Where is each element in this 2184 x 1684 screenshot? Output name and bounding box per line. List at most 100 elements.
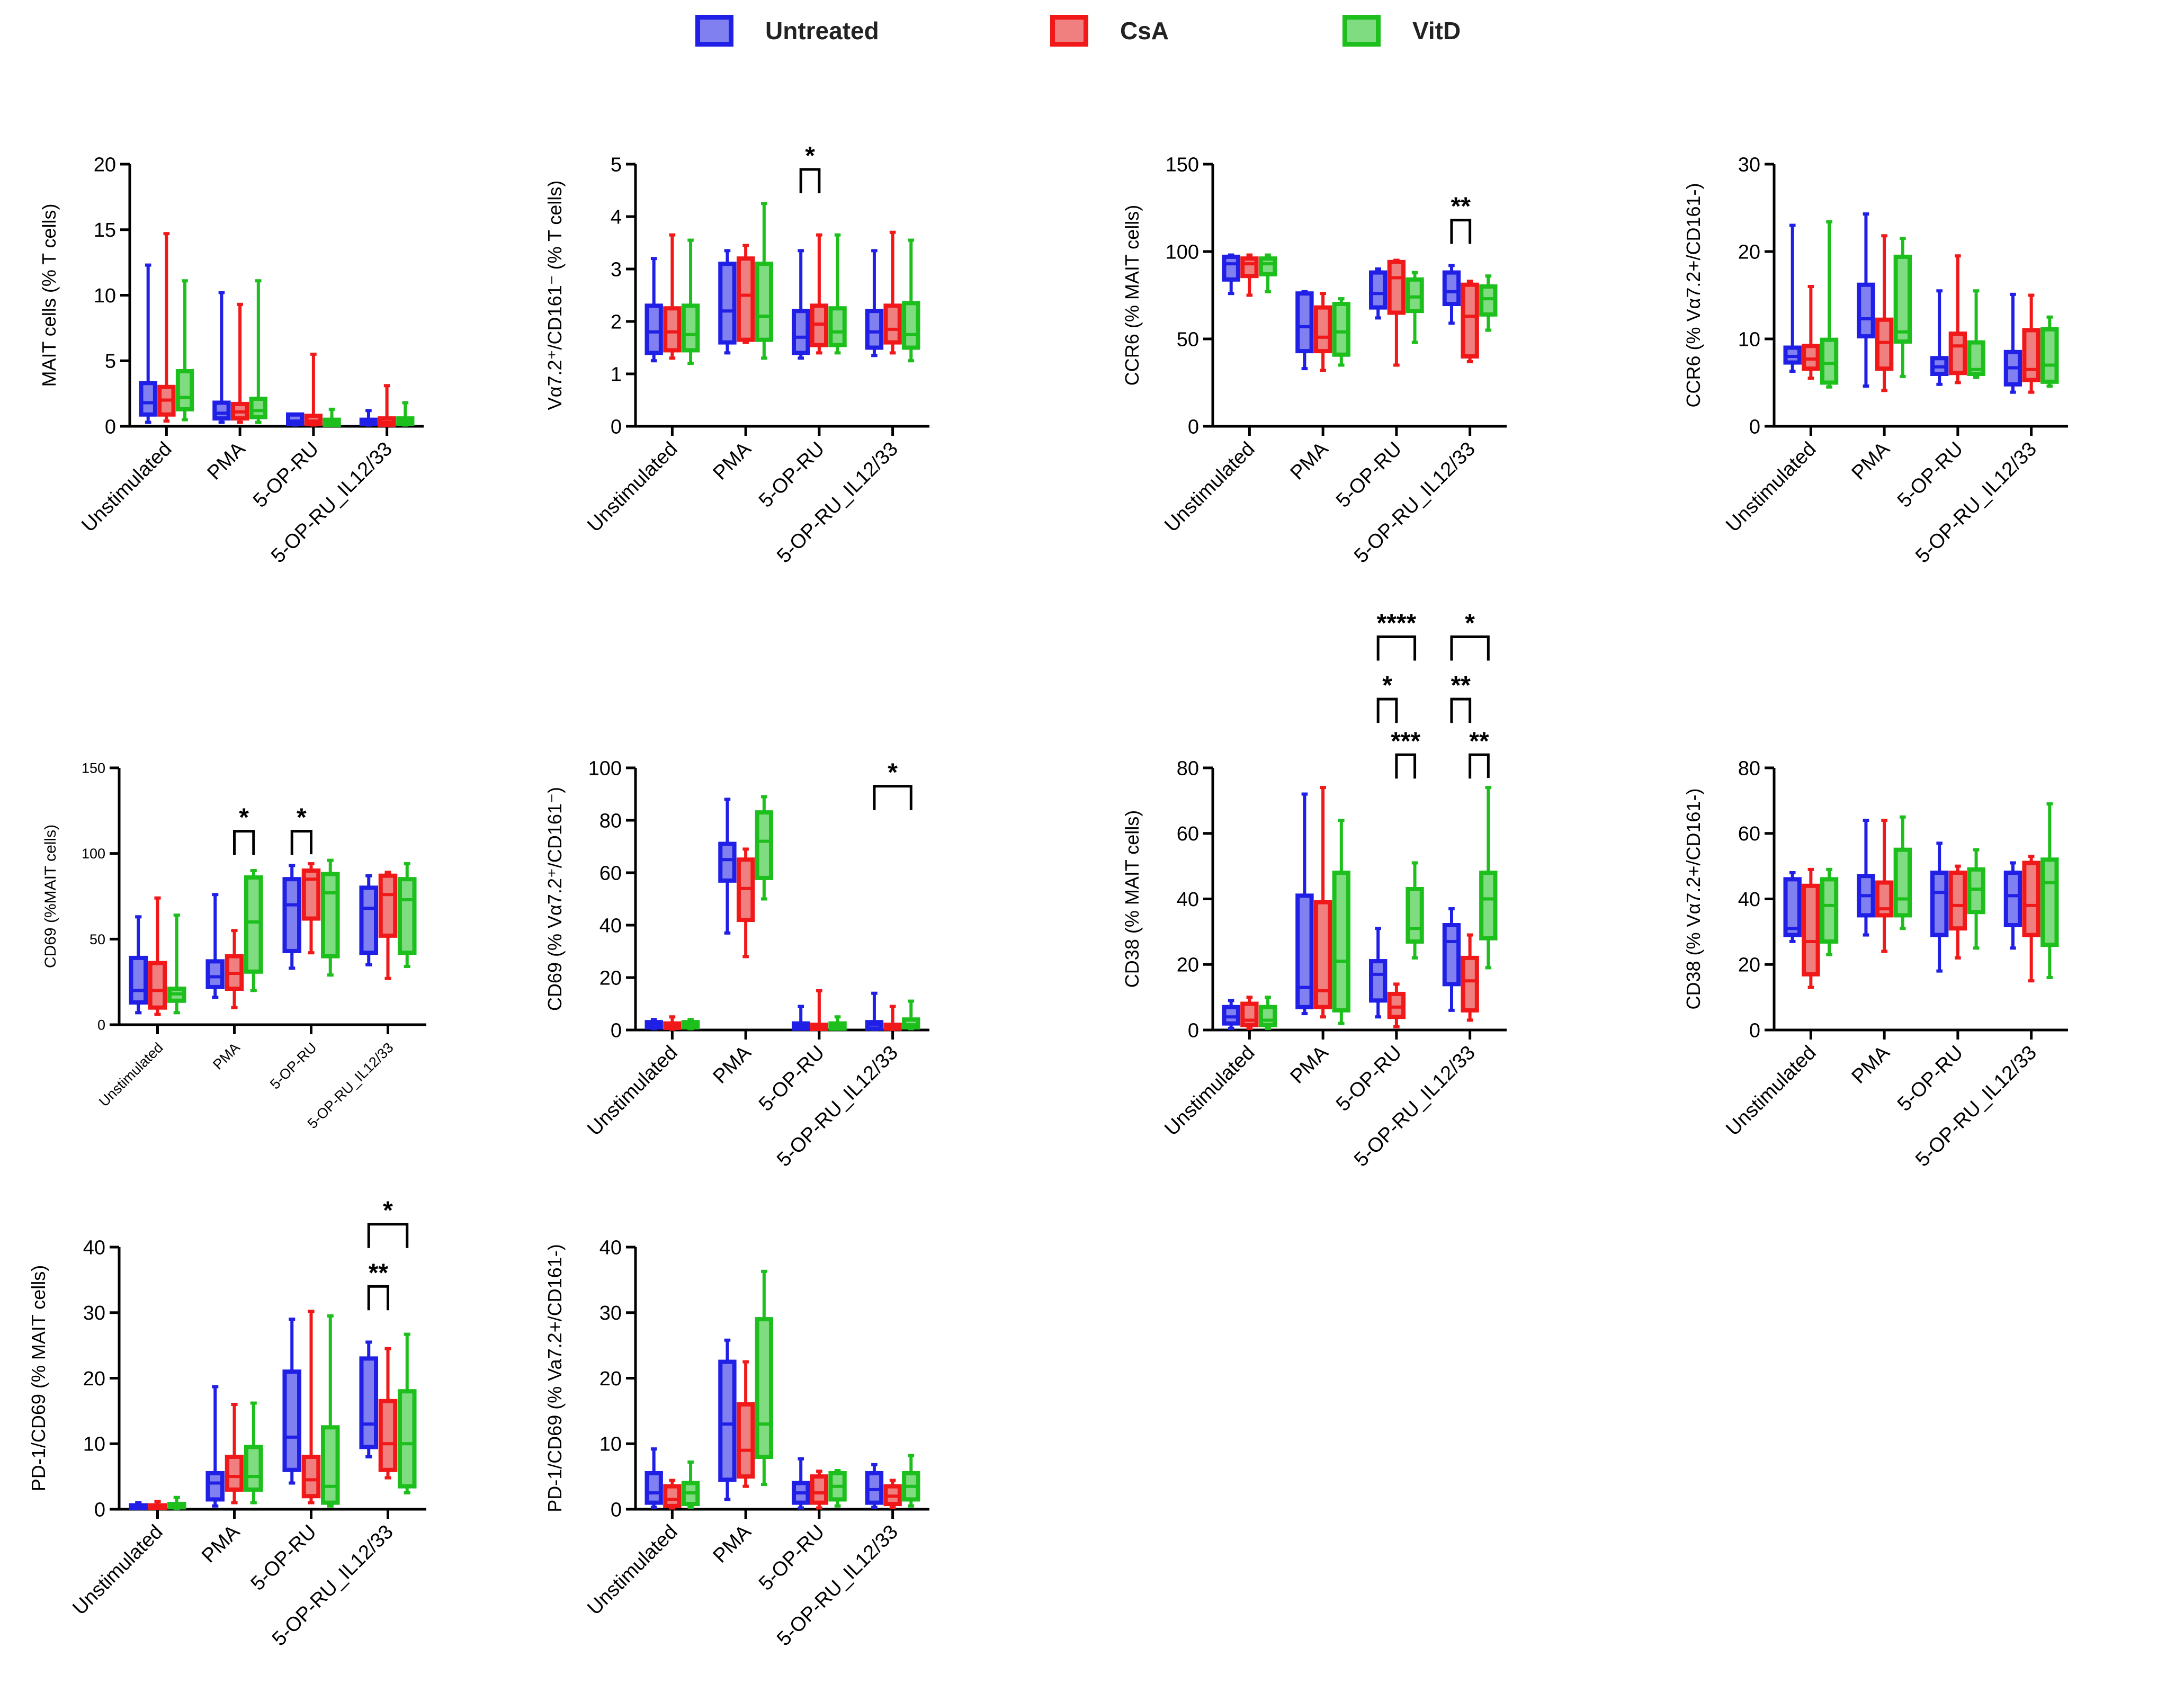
box-csa-unstimulated (157, 232, 176, 423)
box-iqr (1857, 282, 1875, 339)
x-tick-label-unstimulated: Unstimulated (1722, 438, 1821, 537)
box-iqr (718, 262, 737, 345)
box-vitd-5-op-ru-il12-33 (396, 401, 415, 427)
bracket-line (1376, 635, 1417, 661)
box-iqr (359, 1356, 379, 1449)
y-tick-label: 15 (94, 219, 116, 241)
box-vitd-pma (249, 279, 267, 424)
x-tick-label-pma: PMA (198, 1520, 244, 1567)
box-vitd-pma (244, 869, 263, 992)
significance-label: ** (1469, 727, 1489, 755)
box-iqr (249, 397, 267, 419)
chart-pd1-va72: 0 10 20 30 40 PD-1/CD69 (% Va7.2+/CD161-) Unst… (544, 1237, 929, 1650)
box-csa-pma (1313, 292, 1332, 372)
box-iqr (244, 1445, 263, 1492)
legend-item-untreated: Untreated (695, 10, 879, 52)
box-untreated-pma (1295, 792, 1314, 1016)
box-iqr (1406, 886, 1424, 944)
bracket-line (1450, 219, 1472, 244)
x-tick-label-5-op-ru-il12-33: 5-OP-RU_IL12/33 (1350, 438, 1480, 568)
y-tick-label: 20 (83, 1368, 105, 1390)
significance-bracket: * (1376, 671, 1398, 723)
x-tick-label-pma: PMA (210, 1040, 243, 1073)
box-csa-unstimulated (663, 1015, 682, 1031)
box-untreated-pma (205, 893, 225, 999)
box-vitd-pma (1893, 237, 1912, 378)
box-iqr (1222, 254, 1240, 282)
legend-swatch-untreated (695, 15, 733, 47)
box-iqr (1332, 871, 1350, 1013)
box-untreated-unstimulated (645, 1018, 663, 1031)
x-tick-label-5-op-ru: 5-OP-RU (249, 438, 323, 512)
box-untreated-5-op-ru (1930, 841, 1949, 973)
box-iqr (1893, 847, 1912, 918)
box-untreated-5-op-ru (1369, 927, 1388, 1019)
box-iqr (865, 1471, 884, 1505)
bracket-line (799, 168, 821, 193)
box-untreated-pma (205, 1385, 225, 1508)
box-iqr (1967, 867, 1985, 915)
box-iqr (1222, 1005, 1240, 1026)
box-iqr (244, 875, 263, 974)
box-iqr (2040, 857, 2059, 947)
box-csa-pma (1313, 786, 1332, 1019)
y-tick-label: 150 (1166, 154, 1199, 176)
chart-cd69-mait: 0 50 100 150 CD69 (%MAIT cells) Unstimulated P… (42, 760, 426, 1132)
y-axis-label: CD69 (%MAIT cells) (42, 825, 59, 968)
box-untreated-5-op-ru-il12-33 (2003, 292, 2022, 394)
y-tick-label: 40 (1738, 889, 1760, 911)
box-iqr (1820, 337, 1839, 385)
box-csa-unstimulated (148, 1500, 167, 1510)
box-vitd-5-op-ru-il12-33 (902, 238, 920, 363)
bracket-line (367, 1223, 409, 1248)
x-tick-label-pma: PMA (203, 437, 250, 484)
box-untreated-5-op-ru-il12-33 (1442, 264, 1461, 325)
box-vitd-pma (244, 1401, 263, 1504)
box-iqr (755, 810, 773, 880)
box-iqr (359, 885, 379, 955)
y-tick-label: 2 (611, 311, 622, 333)
box-csa-5-op-ru (301, 1310, 321, 1504)
x-tick-label-unstimulated: Unstimulated (96, 1040, 166, 1110)
y-tick-label: 10 (83, 1434, 105, 1456)
significance-label: * (1382, 671, 1392, 700)
box-iqr (1820, 877, 1839, 944)
y-axis-label: Vα7.2⁺/CD161⁻ (% T cells) (544, 181, 566, 410)
x-tick-label-pma: PMA (1848, 437, 1894, 484)
significance-bracket: * (367, 1197, 409, 1248)
y-tick-label: 60 (599, 862, 622, 884)
box-untreated-5-op-ru-il12-33 (359, 1340, 379, 1458)
box-vitd-5-op-ru-il12-33 (1479, 786, 1498, 970)
significance-label: *** (1391, 727, 1420, 755)
legend-label-vitd: VitD (1412, 17, 1461, 44)
box-csa-pma (736, 244, 755, 344)
box-iqr (129, 955, 148, 1005)
y-axis-label: CCR6 (% MAIT cells) (1121, 205, 1143, 386)
box-vitd-5-op-ru (1967, 289, 1985, 379)
box-untreated-pma (1295, 290, 1314, 371)
x-tick-label-5-op-ru: 5-OP-RU (247, 1521, 321, 1595)
y-tick-label: 4 (611, 206, 622, 228)
x-tick-label-5-op-ru-il12-33: 5-OP-RU_IL12/33 (267, 438, 397, 568)
box-iqr (828, 306, 847, 347)
box-iqr (320, 872, 340, 959)
box-vitd-5-op-ru-il12-33 (1479, 274, 1498, 332)
y-tick-label: 30 (83, 1302, 105, 1324)
box-vitd-5-op-ru (323, 407, 341, 427)
box-untreated-unstimulated (1783, 871, 1802, 943)
box-iqr (902, 301, 920, 350)
box-untreated-pma (1857, 819, 1875, 937)
box-untreated-5-op-ru (792, 1005, 810, 1031)
box-csa-pma (736, 1360, 755, 1488)
x-tick-label-5-op-ru: 5-OP-RU (755, 1521, 829, 1595)
box-iqr (320, 1425, 340, 1505)
box-iqr (1313, 305, 1332, 354)
y-tick-label: 100 (588, 757, 622, 780)
legend-item-vitd: VitD (1342, 10, 1461, 52)
significance-label: * (888, 759, 898, 787)
x-tick-label-5-op-ru-il12-33: 5-OP-RU_IL12/33 (1350, 1042, 1480, 1171)
x-tick-label-5-op-ru-il12-33: 5-OP-RU_IL12/33 (305, 1040, 397, 1132)
box-iqr (1387, 259, 1406, 315)
box-iqr (792, 309, 810, 355)
